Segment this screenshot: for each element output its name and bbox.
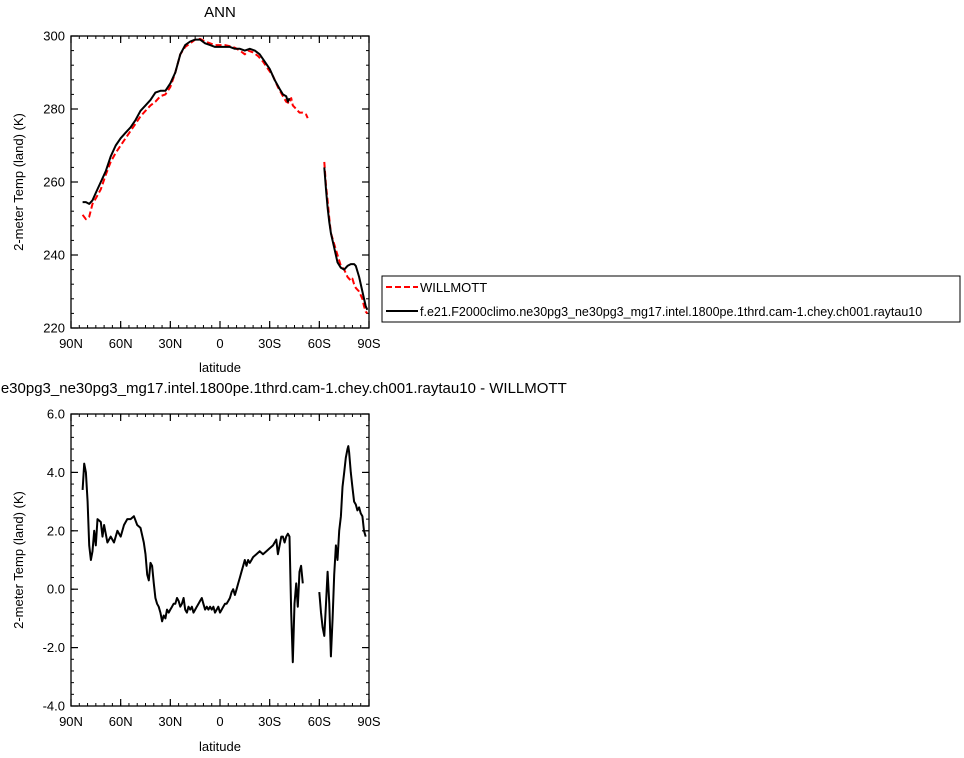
bottom-x-tick-label: 30N: [158, 714, 182, 729]
top-series-0-line-segment-0: [81, 37, 309, 221]
bottom-y-tick-label: 2.0: [47, 523, 65, 538]
legend-label-model: f.e21.F2000climo.ne30pg3_ne30pg3_mg17.in…: [420, 305, 922, 319]
top-x-tick-label: 90N: [59, 336, 83, 351]
top-plot-frame: [70, 35, 370, 329]
top-xlabel: latitude: [199, 360, 241, 375]
top-title: ANN: [204, 4, 236, 21]
top-y-tick-label: 220: [43, 321, 65, 336]
top-x-tick-label: 60S: [308, 336, 331, 351]
top-panel: ANN 90N 60N 30N 0 30S 60S 90S 220 240 260 280 300 l…: [11, 4, 381, 375]
bottom-x-tick-label: 60S: [308, 714, 331, 729]
bottom-panel: f.e21.F2000climo.ne30pg3_ne30pg3_mg17.in…: [0, 380, 567, 754]
bottom-plot-frame: [70, 413, 370, 707]
bottom-ylabel: 2-meter Temp (land) (K): [11, 491, 26, 629]
top-y-tick-label: 260: [43, 175, 65, 190]
bottom-xlabel: latitude: [199, 739, 241, 754]
bottom-x-tick-label: 60N: [109, 714, 133, 729]
bottom-y-tick-label: -4.0: [43, 699, 65, 714]
bottom-y-tick-label: 0.0: [47, 582, 65, 597]
legend-label-willmott: WILLMOTT: [420, 280, 487, 295]
top-y-tick-label: 240: [43, 248, 65, 263]
bottom-series-0-line-segment-0: [81, 462, 304, 664]
bottom-x-tick-label: 90S: [357, 714, 380, 729]
bottom-y-tick-label: 4.0: [47, 465, 65, 480]
top-x-tick-label: 90S: [357, 336, 380, 351]
top-x-tick-label: 60N: [109, 336, 133, 351]
top-series-1-line-segment-1: [323, 167, 369, 311]
bottom-x-tick-label: 30S: [258, 714, 281, 729]
top-x-tick-label: 30N: [158, 336, 182, 351]
bottom-x-tick-label: 0: [216, 714, 223, 729]
top-series-1-line-segment-0: [82, 38, 291, 205]
top-ylabel: 2-meter Temp (land) (K): [11, 113, 26, 251]
bottom-title: f.e21.F2000climo.ne30pg3_ne30pg3_mg17.in…: [0, 380, 567, 397]
top-plot-area: 90N 60N 30N 0 30S 60S 90S 220 240 260 280 300: [43, 29, 381, 352]
bottom-y-tick-label: -2.0: [43, 640, 65, 655]
bottom-y-tick-label: 6.0: [47, 407, 65, 422]
top-x-tick-label: 0: [216, 336, 223, 351]
bottom-x-tick-label: 90N: [59, 714, 83, 729]
bottom-series-0-line-segment-1: [318, 445, 367, 658]
top-y-tick-label: 280: [43, 102, 65, 117]
bottom-plot-area: 90N 60N 30N 0 30S 60S 90S -4.0 -2.0 0.0 2.0 4.0 6.0: [43, 407, 381, 730]
legend-box: [381, 275, 961, 323]
top-x-tick-label: 30S: [258, 336, 281, 351]
legend: WILLMOTT f.e21.F2000climo.ne30pg3_ne30pg…: [381, 275, 961, 323]
top-series-0-line-segment-1: [323, 161, 369, 315]
top-y-tick-label: 300: [43, 29, 65, 44]
